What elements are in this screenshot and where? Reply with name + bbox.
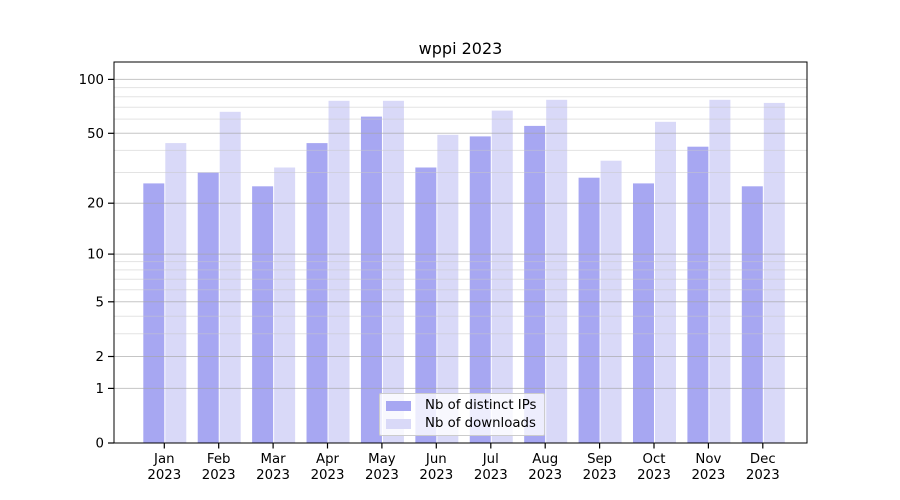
x-tick-label-month-jan: Jan (153, 452, 175, 467)
bar-distinct-ips-oct (632, 183, 654, 443)
y-tick-label-100: 100 (79, 73, 104, 88)
bar-downloads-jul (491, 110, 513, 443)
bar-distinct-ips-sep (578, 177, 600, 443)
bar-distinct-ips-feb (197, 172, 219, 443)
y-tick-label-50: 50 (87, 127, 104, 142)
y-tick-label-20: 20 (87, 197, 104, 212)
legend-label-distinct-ips: Nb of distinct IPs (425, 397, 537, 413)
legend-swatch-distinct-ips (386, 400, 411, 411)
bar-downloads-apr (328, 100, 350, 444)
bar-distinct-ips-may (360, 116, 382, 443)
bar-downloads-oct (654, 121, 676, 444)
x-tick-label-month-jun: Jun (425, 452, 447, 467)
bar-distinct-ips-mar (252, 186, 274, 444)
bar-distinct-ips-jun (415, 167, 437, 443)
bar-downloads-dec (763, 102, 785, 444)
y-tick-label-1: 1 (96, 382, 104, 397)
y-tick-label-2: 2 (96, 350, 104, 365)
legend: Nb of distinct IPs Nb of downloads (379, 393, 545, 436)
y-tick-label-10: 10 (87, 248, 104, 263)
bar-downloads-jan (165, 143, 187, 443)
x-tick-label-year-mar: 2023 (256, 468, 290, 483)
x-tick-label-year-feb: 2023 (202, 468, 236, 483)
x-tick-label-year-dec: 2023 (746, 468, 780, 483)
bar-downloads-may (382, 100, 404, 444)
chart-title: wppi 2023 (418, 39, 503, 58)
bar-distinct-ips-dec (741, 186, 763, 444)
x-tick-label-year-sep: 2023 (583, 468, 617, 483)
x-tick-label-month-apr: Apr (316, 452, 340, 467)
x-tick-label-month-sep: Sep (587, 452, 612, 467)
x-tick-label-month-aug: Aug (532, 452, 558, 467)
bar-downloads-jun (437, 134, 459, 444)
bar-downloads-feb (219, 111, 241, 444)
x-tick-label-month-may: May (368, 452, 396, 467)
y-tick-label-5: 5 (96, 295, 104, 310)
x-tick-label-month-jul: Jul (482, 452, 499, 467)
x-tick-label-year-nov: 2023 (691, 468, 725, 483)
x-tick-label-year-jan: 2023 (147, 468, 181, 483)
x-tick-label-month-mar: Mar (261, 452, 287, 467)
bar-downloads-nov (709, 99, 731, 444)
x-tick-label-month-dec: Dec (750, 452, 776, 467)
legend-label-downloads: Nb of downloads (425, 415, 536, 431)
bar-distinct-ips-jan (143, 183, 165, 443)
bar-downloads-aug (546, 99, 568, 444)
legend-swatch-downloads (386, 418, 411, 429)
x-tick-label-month-oct: Oct (643, 452, 666, 467)
x-tick-label-year-oct: 2023 (637, 468, 671, 483)
x-tick-label-year-jul: 2023 (474, 468, 508, 483)
legend-item-distinct-ips: Nb of distinct IPs (386, 399, 538, 413)
y-tick-label-0: 0 (96, 437, 104, 452)
x-tick-label-year-apr: 2023 (311, 468, 345, 483)
bar-downloads-mar (274, 167, 296, 443)
x-tick-label-year-jun: 2023 (419, 468, 453, 483)
x-tick-label-month-nov: Nov (695, 452, 721, 467)
x-tick-label-month-feb: Feb (207, 452, 231, 467)
x-tick-label-year-may: 2023 (365, 468, 399, 483)
plot-border (113, 61, 808, 444)
legend-item-downloads: Nb of downloads (386, 417, 538, 431)
bar-distinct-ips-nov (687, 146, 709, 443)
x-tick-label-year-aug: 2023 (528, 468, 562, 483)
bar-distinct-ips-aug (524, 125, 546, 444)
bar-distinct-ips-apr (306, 143, 328, 443)
